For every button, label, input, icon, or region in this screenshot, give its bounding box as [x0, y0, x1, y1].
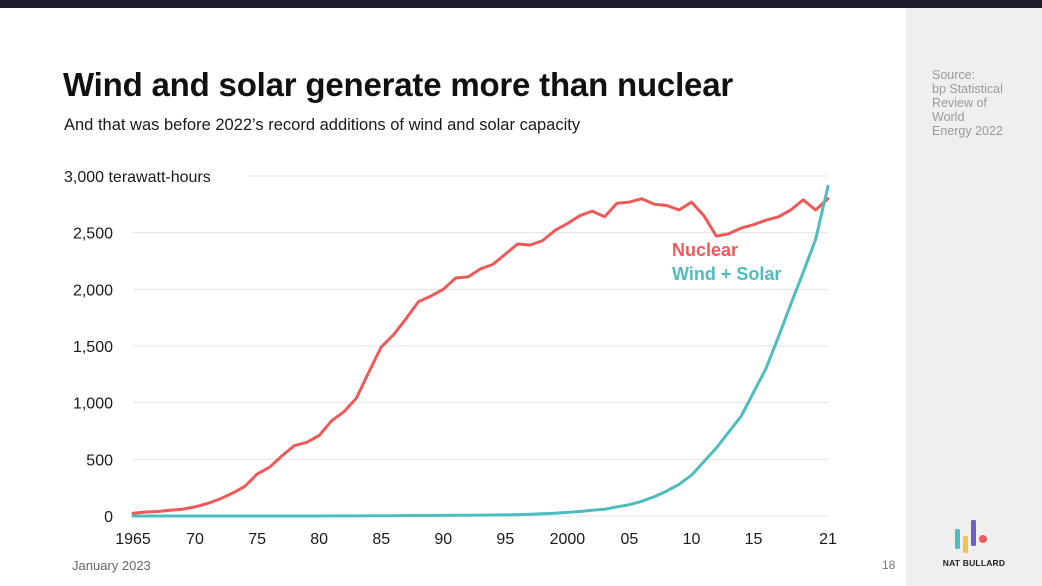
x-tick-label: 80 [310, 531, 328, 548]
series-line-wind-solar [131, 184, 830, 518]
y-axis-tick-labels: 0 500 1,000 1,500 2,000 2,500 3,000 terawatt-h… [64, 169, 211, 526]
x-tick-label: 2000 [550, 531, 586, 548]
brand-logo-icon [955, 520, 987, 553]
y-tick-label: 2,000 [73, 282, 113, 299]
x-tick-label: 1965 [115, 531, 151, 548]
x-tick-label: 75 [248, 531, 266, 548]
source-line: bp Statistical [932, 82, 1003, 96]
slide: Wind and solar generate more than nuclea… [0, 8, 1042, 586]
source-line: World [932, 110, 965, 124]
source-note: Source: bp Statistical Review of World E… [932, 68, 1036, 138]
x-tick-label: 70 [186, 531, 204, 548]
y-tick-label: 500 [86, 452, 113, 469]
footer-date: January 2023 [72, 558, 151, 573]
series-lines [131, 184, 830, 518]
source-line: Energy 2022 [932, 124, 1003, 138]
grid-lines [133, 175, 828, 517]
x-tick-label: 10 [683, 531, 701, 548]
page-number: 18 [882, 558, 896, 572]
series-label-nuclear: Nuclear [672, 240, 738, 260]
slide-subtitle: And that was before 2022’s record additi… [64, 116, 581, 134]
series-label-wind-solar: Wind + Solar [672, 264, 781, 284]
y-tick-label: 1,000 [73, 396, 113, 413]
slide-title: Wind and solar generate more than nuclea… [63, 66, 733, 103]
x-tick-label: 21 [819, 531, 837, 548]
x-tick-label: 15 [745, 531, 763, 548]
y-tick-label: 3,000 terawatt-hours [64, 169, 211, 186]
x-tick-label: 85 [372, 531, 390, 548]
y-tick-label: 2,500 [73, 226, 113, 243]
logo-dot [979, 535, 987, 543]
x-tick-label: 90 [434, 531, 452, 548]
y-tick-label: 0 [104, 509, 113, 526]
series-labels: Nuclear Wind + Solar [672, 240, 781, 284]
x-tick-label: 05 [621, 531, 639, 548]
line-chart: 0 500 1,000 1,500 2,000 2,500 3,000 terawatt-h… [64, 169, 837, 548]
logo-bar [971, 520, 976, 546]
x-axis-tick-labels: 1965 70 75 80 85 90 95 2000 05 10 15 21 [115, 531, 837, 548]
logo-bar [955, 529, 960, 549]
side-panel: Source: bp Statistical Review of World E… [906, 8, 1042, 586]
source-line: Source: [932, 68, 976, 82]
brand-name: NAT BULLARD [942, 558, 1006, 568]
series-line-nuclear [131, 197, 830, 515]
source-line: Review of [932, 96, 987, 110]
y-tick-label: 1,500 [73, 339, 113, 356]
logo-bar [963, 536, 968, 553]
x-tick-label: 95 [496, 531, 514, 548]
